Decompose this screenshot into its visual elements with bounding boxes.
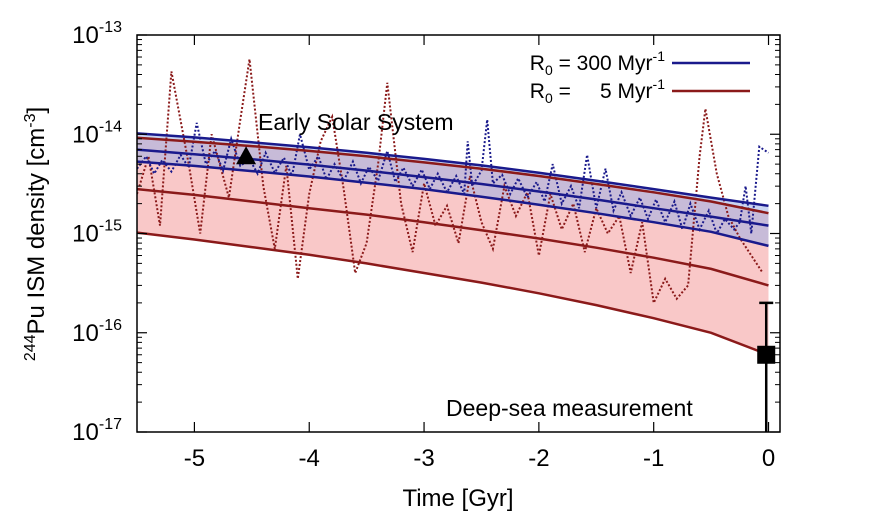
stochastic-curve-r5 [137,59,764,307]
annotation-early-solar-system: Early Solar System [258,109,454,135]
y-tick-label: 10-14 [72,118,122,148]
legend: R0 = 300 Myr-1 R0 = 5 Myr-1 [530,48,750,106]
plot-area [137,59,770,356]
y-tick-label-exponent: -16 [99,317,122,334]
legend-label-r300-sym: R [530,52,545,75]
legend-label-r300-rest: = 300 Myr [553,52,653,75]
y-tick-label: 10-15 [72,218,122,248]
y-tick-label-base: 10 [72,320,99,347]
series-line-r5-lower [137,231,769,356]
legend-label-r5-rest: = 5 Myr [553,80,653,103]
y-axis-title: 244Pu ISM density [cm-3] [22,107,50,361]
y-axis-title-close: ] [23,107,50,114]
legend-label-r300-sub: 0 [545,62,553,78]
x-axis-title: Time [Gyr] [402,485,513,512]
series-line-r300-lower [137,160,769,248]
y-tick-label: 10-13 [72,19,122,49]
x-tick-label: -2 [528,445,549,472]
series-line-r5-mid [137,187,769,287]
x-tick-label: -3 [413,445,434,472]
legend-label-r300: R0 = 300 Myr-1 [530,48,665,78]
legend-label-r5-exp: -1 [653,76,666,92]
deep-sea-measurement-marker [757,345,776,364]
y-tick-label-base: 10 [72,419,99,446]
y-tick-label-exponent: -17 [99,416,122,433]
annotation-deep-sea-measurement: Deep-sea measurement [446,395,693,421]
series-line-r5-upper [137,136,769,215]
y-tick-label-base: 10 [72,221,99,248]
legend-label-r300-exp: -1 [653,48,666,64]
band-r300 [137,133,769,246]
legend-label-r5: R0 = 5 Myr-1 [530,76,665,106]
x-tick-label: -1 [643,445,664,472]
y-tick-label: 10-17 [72,416,122,446]
y-tick-label-exponent: -14 [99,118,122,135]
y-axis-title-isotope: 244 [22,334,39,361]
y-tick-label-exponent: -15 [99,218,122,235]
y-tick-label-exponent: -13 [99,19,122,36]
legend-label-r5-sub: 0 [545,90,553,106]
y-tick-label-base: 10 [72,22,99,49]
x-tick-label: -5 [184,445,205,472]
y-tick-label: 10-16 [72,317,122,347]
y-tick-label-base: 10 [72,121,99,148]
x-tick-label: 0 [762,445,775,472]
y-axis-title-unit-exp: -3 [22,113,39,127]
y-axis-title-main: Pu ISM density [cm [23,128,50,335]
series-line-r300-upper [137,132,769,208]
data-markers [236,146,776,432]
x-tick-label: -4 [299,445,320,472]
early-solar-system-marker [236,146,257,165]
legend-label-r5-sym: R [530,80,545,103]
